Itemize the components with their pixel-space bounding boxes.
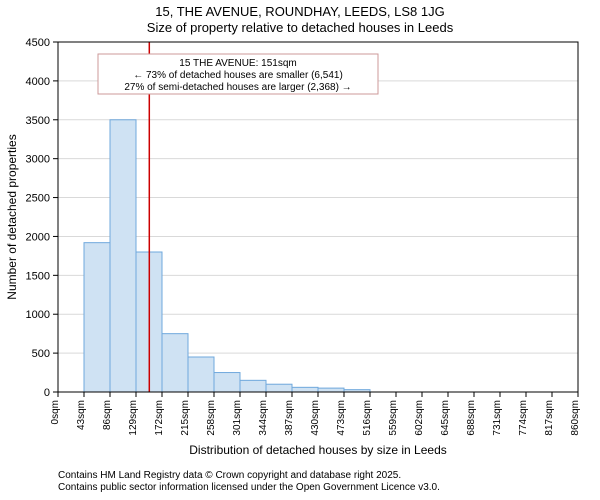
y-tick-label: 2000: [26, 231, 50, 243]
x-tick-label: 43sqm: [76, 400, 87, 430]
x-tick-label: 344sqm: [258, 400, 269, 436]
histogram-bar: [110, 120, 136, 392]
y-tick-label: 1000: [26, 309, 50, 321]
x-tick-label: 860sqm: [570, 400, 581, 436]
y-tick-label: 500: [32, 348, 50, 360]
x-tick-label: 215sqm: [180, 400, 191, 436]
y-tick-label: 4500: [26, 37, 50, 49]
histogram-bar: [240, 380, 266, 392]
x-tick-label: 301sqm: [232, 400, 243, 436]
x-tick-label: 387sqm: [284, 400, 295, 436]
x-tick-label: 0sqm: [50, 400, 61, 424]
x-tick-label: 559sqm: [388, 400, 399, 436]
x-tick-label: 473sqm: [336, 400, 347, 436]
x-tick-label: 731sqm: [492, 400, 503, 436]
footer-line-1: Contains HM Land Registry data © Crown c…: [58, 470, 401, 481]
x-tick-label: 774sqm: [518, 400, 529, 436]
y-axis-label: Number of detached properties: [5, 134, 19, 299]
histogram-bar: [84, 243, 110, 392]
y-tick-label: 1500: [26, 270, 50, 282]
x-tick-label: 86sqm: [102, 400, 113, 430]
histogram-bar: [266, 384, 292, 392]
x-tick-label: 645sqm: [440, 400, 451, 436]
x-tick-label: 430sqm: [310, 400, 321, 436]
x-tick-label: 602sqm: [414, 400, 425, 436]
x-tick-label: 516sqm: [362, 400, 373, 436]
x-tick-label: 817sqm: [544, 400, 555, 436]
x-tick-label: 129sqm: [128, 400, 139, 436]
histogram-bar: [318, 388, 344, 392]
x-tick-label: 688sqm: [466, 400, 477, 436]
x-tick-label: 172sqm: [154, 400, 165, 436]
x-axis-label: Distribution of detached houses by size …: [189, 443, 447, 457]
annotation-line-2: ← 73% of detached houses are smaller (6,…: [133, 70, 343, 81]
histogram-bar: [162, 334, 188, 392]
y-tick-label: 3500: [26, 115, 50, 127]
chart-svg: 15, THE AVENUE, ROUNDHAY, LEEDS, LS8 1JG…: [0, 0, 600, 500]
footer-line-2: Contains public sector information licen…: [58, 482, 440, 493]
annotation-line-1: 15 THE AVENUE: 151sqm: [179, 58, 296, 69]
chart-title-2: Size of property relative to detached ho…: [147, 20, 454, 35]
annotation-line-3: 27% of semi-detached houses are larger (…: [124, 82, 351, 93]
y-tick-label: 0: [44, 387, 50, 399]
chart-container: 15, THE AVENUE, ROUNDHAY, LEEDS, LS8 1JG…: [0, 0, 600, 500]
histogram-bar: [188, 357, 214, 392]
histogram-bar: [292, 387, 318, 392]
y-tick-label: 2500: [26, 193, 50, 205]
y-tick-label: 4000: [26, 76, 50, 88]
x-tick-label: 258sqm: [206, 400, 217, 436]
histogram-bar: [214, 373, 240, 392]
chart-title-1: 15, THE AVENUE, ROUNDHAY, LEEDS, LS8 1JG: [155, 4, 444, 19]
y-tick-label: 3000: [26, 154, 50, 166]
